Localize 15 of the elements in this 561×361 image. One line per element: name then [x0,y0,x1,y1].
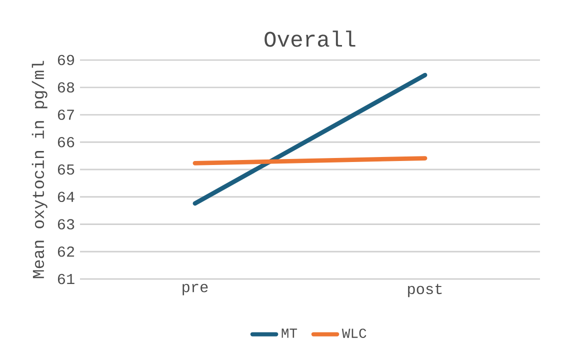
y-axis-title: Mean oxytocin in pg/ml [32,60,48,278]
legend-label: WLC [342,328,366,338]
chart-title: Overall [264,30,356,47]
x-tick-label: pre [182,284,208,296]
y-tick-label: 63 [58,219,74,230]
x-tick-label: post [408,284,442,298]
y-tick-label: 66 [58,136,74,148]
y-tick-label: 64 [58,192,74,202]
y-tick-label: 61 [58,274,74,284]
y-tick-label: 69 [58,54,74,66]
y-tick-label: 62 [58,246,74,257]
y-tick-label: 68 [58,82,74,93]
y-tick-label: 67 [58,110,74,120]
legend-label: MT [282,328,298,338]
y-tick-label: 65 [58,164,74,175]
